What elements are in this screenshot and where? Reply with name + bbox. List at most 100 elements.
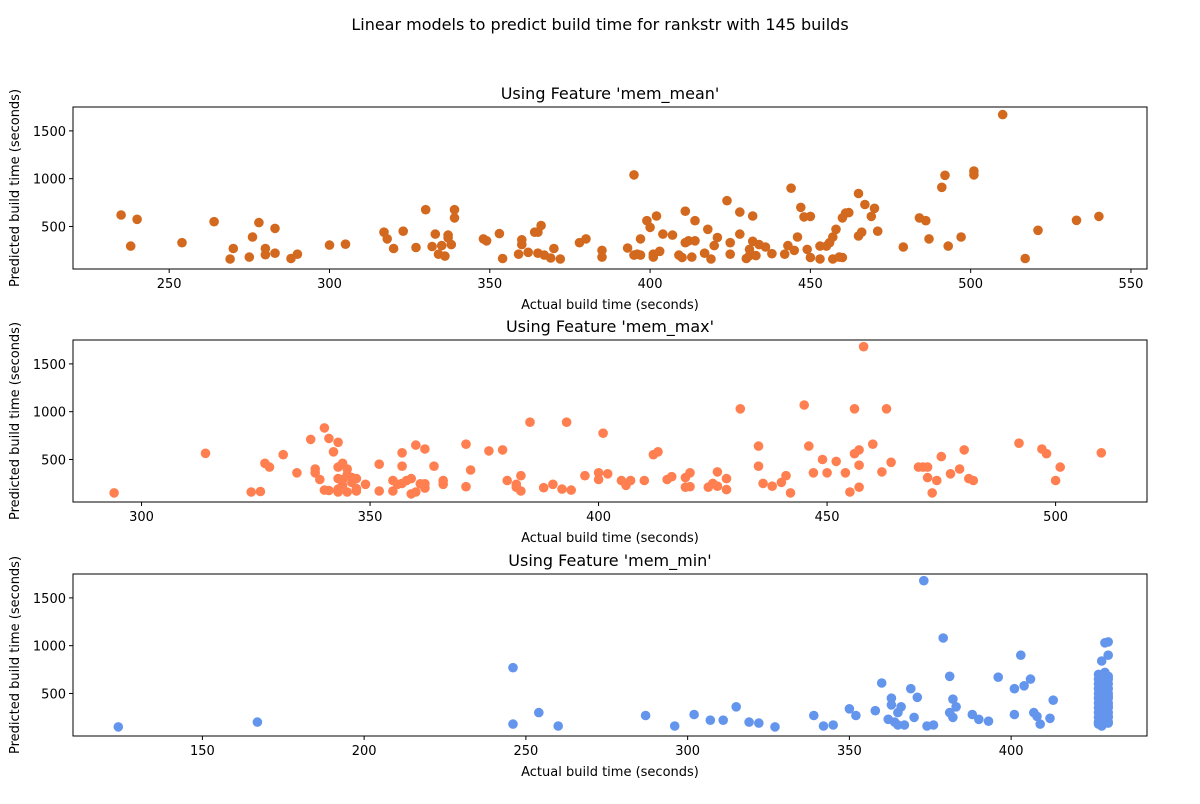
data-point [735,207,745,217]
data-point [753,461,764,472]
data-point [254,217,264,228]
x-tick-label: 250 [157,277,182,292]
data-point [449,213,460,223]
data-point [545,253,556,263]
x-tick-label: 350 [358,510,383,525]
data-point [278,449,289,460]
data-point [815,254,825,264]
x-tick-label: 550 [1119,277,1144,292]
data-point [1041,448,1052,459]
data-point [247,232,258,242]
data-point [753,441,764,451]
data-point [548,479,558,490]
data-point [640,710,651,721]
x-tick-label: 350 [477,277,502,292]
data-point [667,230,678,240]
data-point [534,707,544,718]
data-point [690,215,700,226]
data-point [436,240,447,251]
data-point [622,243,633,253]
data-point [1016,650,1026,660]
data-point [786,183,796,193]
data-point [779,249,790,259]
data-point [324,485,334,496]
data-point [828,232,838,242]
data-point [937,182,947,193]
data-point [906,683,916,694]
data-point [427,241,437,252]
data-point [342,487,353,497]
data-point [654,246,665,257]
data-point [388,243,399,254]
y-tick-label: 1000 [33,640,66,655]
data-point [360,479,371,490]
data-point [517,235,527,245]
data-point [1025,674,1036,684]
data-point [645,222,655,233]
data-point [709,240,719,251]
axes-frame [72,339,1148,503]
data-point [796,202,806,213]
data-point [225,254,235,264]
data-point [927,488,937,498]
data-point [899,720,910,730]
data-point [951,702,961,712]
data-point [516,470,526,481]
x-axis-label: Actual build time (seconds) [521,298,699,313]
data-point [397,461,407,472]
data-point [497,445,508,455]
scatter-points [113,575,1113,732]
data-point [945,469,956,479]
data-point [260,249,271,260]
y-tick-label: 1500 [33,592,66,607]
data-point [881,404,892,414]
x-axis-label: Actual build time (seconds) [521,531,699,546]
chart-panel-2: Using Feature 'mem_max' 300 350 400 450 500 50… [8,317,1148,546]
data-point [993,672,1003,682]
data-point [828,720,838,730]
data-point [721,473,732,484]
x-tick-label: 400 [638,277,663,292]
data-point [481,236,492,246]
data-point [968,475,979,486]
data-point [954,464,965,474]
data-point [430,229,441,239]
data-point [397,448,407,458]
data-point [690,236,700,246]
data-point [876,678,887,688]
data-point [508,719,518,729]
data-point [561,417,572,428]
data-point [969,170,979,180]
data-point [831,224,841,235]
x-tick-label: 250 [513,744,538,759]
data-point [1103,701,1113,711]
data-point [443,230,453,240]
data-point [406,473,417,484]
data-point [602,469,613,479]
data-point [956,232,966,242]
data-point [809,710,819,721]
data-point [948,712,958,723]
data-point [858,341,869,352]
data-point [924,234,934,244]
data-point [886,693,897,703]
x-tick-label: 450 [815,510,840,525]
data-point [712,467,723,477]
x-tick-label: 350 [837,744,862,759]
data-point [494,228,505,239]
data-point [484,446,494,456]
data-point [845,487,855,497]
data-point [853,188,864,199]
x-tick-label: 500 [1043,510,1068,525]
data-point [446,239,457,250]
data-point [898,242,909,252]
data-point [461,481,471,492]
data-point [516,486,526,496]
data-point [744,244,755,255]
data-point [658,229,668,239]
data-point [940,170,950,181]
data-point [1096,656,1107,666]
data-point [1094,211,1104,222]
data-point [255,486,266,497]
data-point [580,470,590,481]
